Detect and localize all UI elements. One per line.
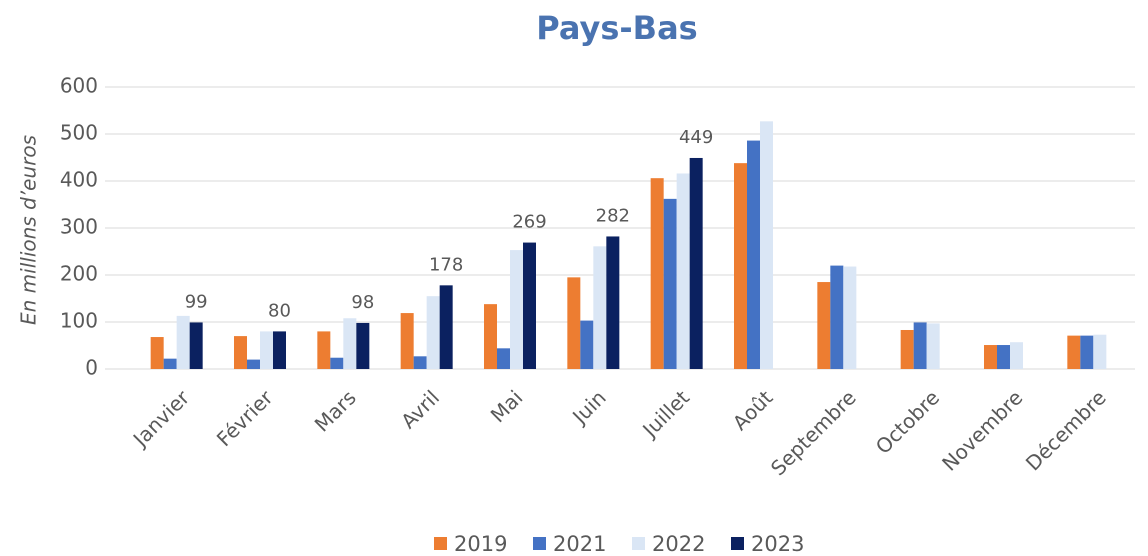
legend-label: 2023 [751, 532, 804, 556]
bar [676, 173, 690, 369]
x-tick-label: Janvier [127, 385, 195, 453]
legend-swatch [434, 537, 447, 550]
x-tick-label: Juin [566, 385, 610, 429]
bar [247, 359, 260, 369]
bar [317, 331, 331, 369]
bar [900, 329, 914, 369]
bar [343, 318, 357, 369]
bar [1093, 334, 1107, 369]
legend-label: 2019 [454, 532, 507, 556]
bar [926, 323, 940, 369]
bar [1067, 335, 1081, 369]
x-tick-label: Juillet [637, 385, 695, 443]
bar [413, 356, 427, 369]
y-tick-label: 0 [85, 356, 98, 380]
bar [830, 265, 844, 369]
bar [176, 315, 190, 369]
y-tick-label: 400 [60, 168, 98, 192]
chart-title: Pays-Bas [536, 9, 697, 47]
bar [273, 331, 286, 369]
y-tick-label: 600 [60, 74, 98, 98]
y-tick-label: 200 [60, 262, 98, 286]
bar [593, 246, 607, 369]
legend-label: 2022 [652, 532, 705, 556]
y-tick-label: 500 [60, 121, 98, 145]
bar [734, 163, 747, 369]
bar [439, 285, 453, 369]
legend-swatch [533, 537, 546, 550]
bar [663, 198, 677, 369]
bar [189, 322, 203, 369]
x-tick-label: Février [212, 385, 278, 451]
x-tick-label: Mars [310, 385, 361, 436]
bar [817, 282, 831, 369]
data-label: 98 [351, 292, 374, 313]
bar [747, 140, 760, 369]
legend-swatch [632, 537, 645, 550]
legend-label: 2021 [553, 532, 606, 556]
data-label: 449 [679, 127, 713, 148]
x-tick-label: Novembre [937, 385, 1027, 475]
y-tick-label: 300 [60, 215, 98, 239]
y-tick-label: 100 [60, 309, 98, 333]
bar [260, 331, 273, 369]
bar [356, 322, 370, 369]
bar [484, 304, 497, 369]
bar [1010, 342, 1023, 369]
bar [606, 236, 620, 369]
bar [997, 345, 1010, 369]
bar [1080, 335, 1094, 369]
bar [650, 178, 664, 369]
x-tick-label: Décembre [1021, 385, 1111, 475]
bar [984, 345, 997, 369]
bar [510, 250, 523, 369]
legend-swatch [731, 537, 744, 550]
bar [400, 313, 414, 369]
bar [150, 337, 164, 369]
bar [760, 121, 773, 369]
bar [913, 322, 927, 369]
data-label: 80 [268, 300, 291, 321]
data-label: 282 [596, 205, 630, 226]
data-label: 178 [429, 254, 463, 275]
bar [426, 296, 440, 369]
bar [163, 358, 177, 369]
x-tick-label: Avril [396, 385, 444, 433]
bar [497, 348, 510, 369]
bar [523, 242, 536, 369]
bar [330, 357, 344, 369]
bar [567, 277, 581, 369]
data-label: 269 [512, 212, 546, 233]
data-label: 99 [185, 291, 208, 312]
bar [580, 320, 594, 369]
bar [234, 336, 247, 369]
bar [689, 157, 703, 369]
bar [843, 266, 857, 369]
x-tick-label: Septembre [766, 385, 861, 480]
x-tick-label: Octobre [871, 385, 944, 458]
y-axis-title: En millions d’euros [17, 135, 41, 325]
x-tick-label: Mai [486, 385, 528, 427]
x-tick-label: Août [728, 385, 778, 435]
